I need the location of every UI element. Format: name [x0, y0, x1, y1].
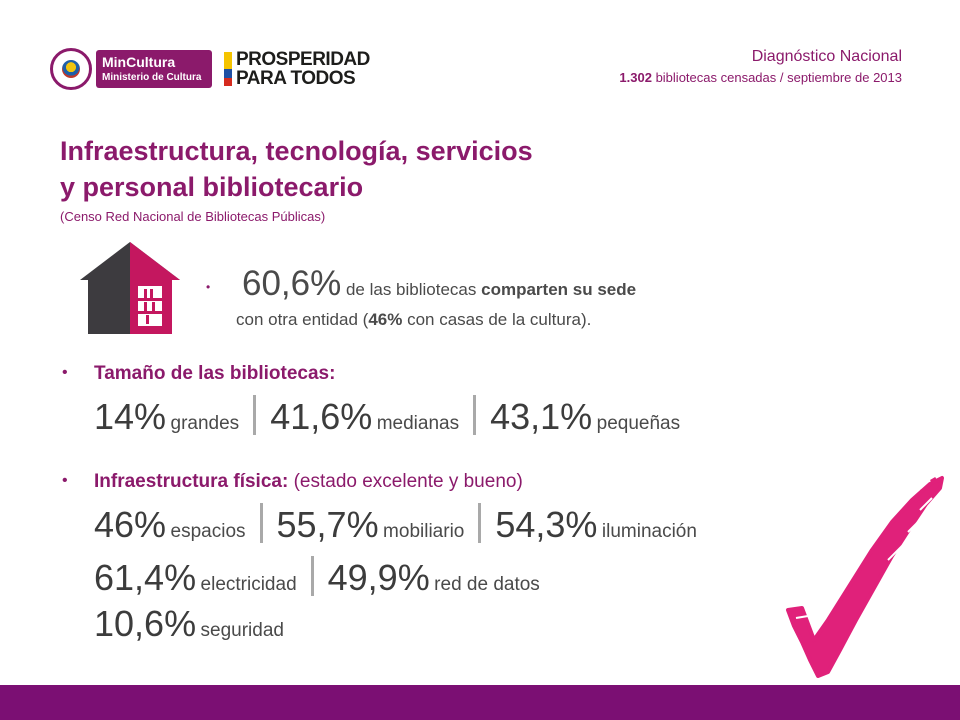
shared-text-a: de las bibliotecas — [341, 280, 482, 299]
infra-stats-row1: 46% espacios 55,7% mobiliario 54,3% ilumin… — [94, 503, 697, 546]
shared-line2-pct: 46% — [368, 310, 403, 329]
infra-pct-iluminacion: 54,3% — [495, 504, 598, 545]
mincultura-ministry: Ministerio de Cultura — [102, 72, 202, 83]
header-count: 1.302 — [619, 70, 652, 85]
size-pct-pequenas: 43,1% — [490, 396, 593, 437]
shared-bullet: • — [206, 280, 211, 294]
flag-stripes-icon — [224, 52, 232, 86]
checkmark-icon — [786, 476, 944, 678]
prosperidad-line2: PARA TODOS — [236, 68, 356, 89]
infra-label-seguridad: seguridad — [200, 620, 284, 641]
prosperidad-wordmark: PROSPERIDAD PARA TODOS — [236, 50, 370, 88]
shared-line2-a: con otra entidad ( — [236, 310, 369, 329]
infra-label: Infraestructura física: — [94, 471, 289, 492]
mincultura-wordmark: MinCultura Ministerio de Cultura — [96, 50, 212, 88]
infra-stats-row3: 10,6% seguridad — [94, 603, 284, 645]
size-stats: 14% grandes 41,6% medianas 43,1% pequeñas — [94, 395, 680, 438]
infra-label-iluminacion: iluminación — [601, 521, 697, 542]
infra-heading: Infraestructura física: (estado excelent… — [94, 471, 523, 493]
house-bookshelf-icon — [80, 242, 180, 334]
infra-pct-red-datos: 49,9% — [327, 557, 430, 598]
separator — [478, 503, 482, 543]
infra-pct-mobiliario: 55,7% — [276, 504, 379, 545]
size-pct-medianas: 41,6% — [270, 396, 373, 437]
size-label-grandes: grandes — [170, 413, 240, 434]
shared-line1: 60,6% de las bibliotecas comparten su se… — [242, 264, 636, 304]
header-subtitle-text: bibliotecas censadas / septiembre de 201… — [651, 70, 902, 85]
separator — [473, 395, 477, 435]
shared-text-b: comparten su sede — [481, 280, 637, 299]
mincultura-name: MinCultura — [102, 54, 176, 70]
infra-pct-espacios: 46% — [94, 504, 167, 545]
infra-label-espacios: espacios — [170, 521, 246, 542]
infra-pct-seguridad: 10,6% — [94, 603, 197, 644]
infra-label-red-datos: red de datos — [434, 574, 540, 595]
header-title: Diagnóstico Nacional — [751, 48, 902, 65]
infra-pct-electricidad: 61,4% — [94, 557, 197, 598]
size-bullet: • — [62, 364, 68, 381]
infra-note: (estado excelente y bueno) — [288, 471, 523, 492]
prosperidad-line1: PROSPERIDAD — [236, 49, 370, 70]
page-title-line1: Infraestructura, tecnología, servicios — [60, 136, 533, 166]
size-heading: Tamaño de las bibliotecas: — [94, 363, 335, 385]
source-note: (Censo Red Nacional de Bibliotecas Públi… — [60, 209, 326, 224]
header-subtitle: 1.302 bibliotecas censadas / septiembre … — [619, 70, 902, 85]
separator — [253, 395, 257, 435]
infra-stats-row2: 61,4% electricidad 49,9% red de datos — [94, 556, 540, 599]
size-pct-grandes: 14% — [94, 396, 167, 437]
size-label-pequenas: pequeñas — [596, 413, 681, 434]
footer-bar — [0, 685, 960, 720]
infra-bullet: • — [62, 472, 68, 489]
shared-line2: con otra entidad (46% con casas de la cu… — [236, 310, 591, 330]
size-label: Tamaño de las bibliotecas: — [94, 363, 336, 384]
infra-label-electricidad: electricidad — [200, 574, 297, 595]
mincultura-logo: MinCultura Ministerio de Cultura — [50, 48, 212, 90]
separator — [259, 503, 263, 543]
prosperidad-logo: PROSPERIDAD PARA TODOS — [224, 50, 370, 90]
infra-label-mobiliario: mobiliario — [383, 521, 465, 542]
shared-pct: 60,6% — [242, 264, 342, 303]
size-label-medianas: medianas — [376, 413, 460, 434]
colombia-seal-icon — [50, 48, 92, 90]
separator — [310, 556, 314, 596]
page-title-line2: y personal bibliotecario — [60, 172, 364, 202]
shared-line2-b: con casas de la cultura). — [402, 310, 592, 329]
